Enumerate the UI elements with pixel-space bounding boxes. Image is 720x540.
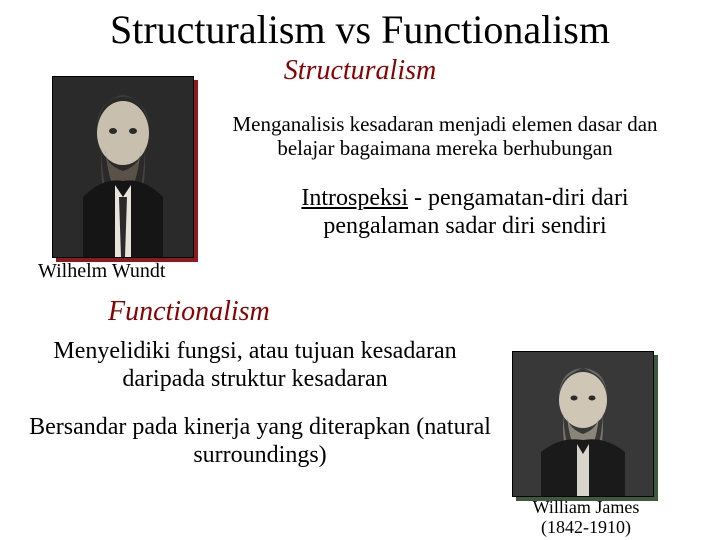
- james-portrait-image: [513, 352, 653, 496]
- james-portrait: [512, 351, 654, 497]
- functionalism-heading: Functionalism: [108, 296, 270, 328]
- slide: Structuralism vs Functionalism Structura…: [0, 0, 720, 540]
- james-dates: (1842-1910): [541, 517, 631, 537]
- wundt-portrait-image: [53, 77, 193, 257]
- functionalism-applied: Bersandar pada kinerja yang diterapkan (…: [20, 414, 500, 469]
- functionalism-description: Menyelidiki fungsi, atau tujuan kesadara…: [20, 338, 490, 393]
- wundt-caption: Wilhelm Wundt: [38, 260, 165, 283]
- james-name: William James: [533, 497, 640, 517]
- slide-title: Structuralism vs Functionalism: [0, 0, 720, 53]
- wundt-portrait: [52, 76, 194, 258]
- structuralism-description: Menganalisis kesadaran menjadi elemen da…: [210, 112, 680, 160]
- introspection-text: Introspeksi - pengamatan-diri dari penga…: [250, 185, 680, 240]
- introspection-term: Introspeksi: [301, 185, 408, 211]
- james-caption: William James (1842-1910): [512, 498, 660, 538]
